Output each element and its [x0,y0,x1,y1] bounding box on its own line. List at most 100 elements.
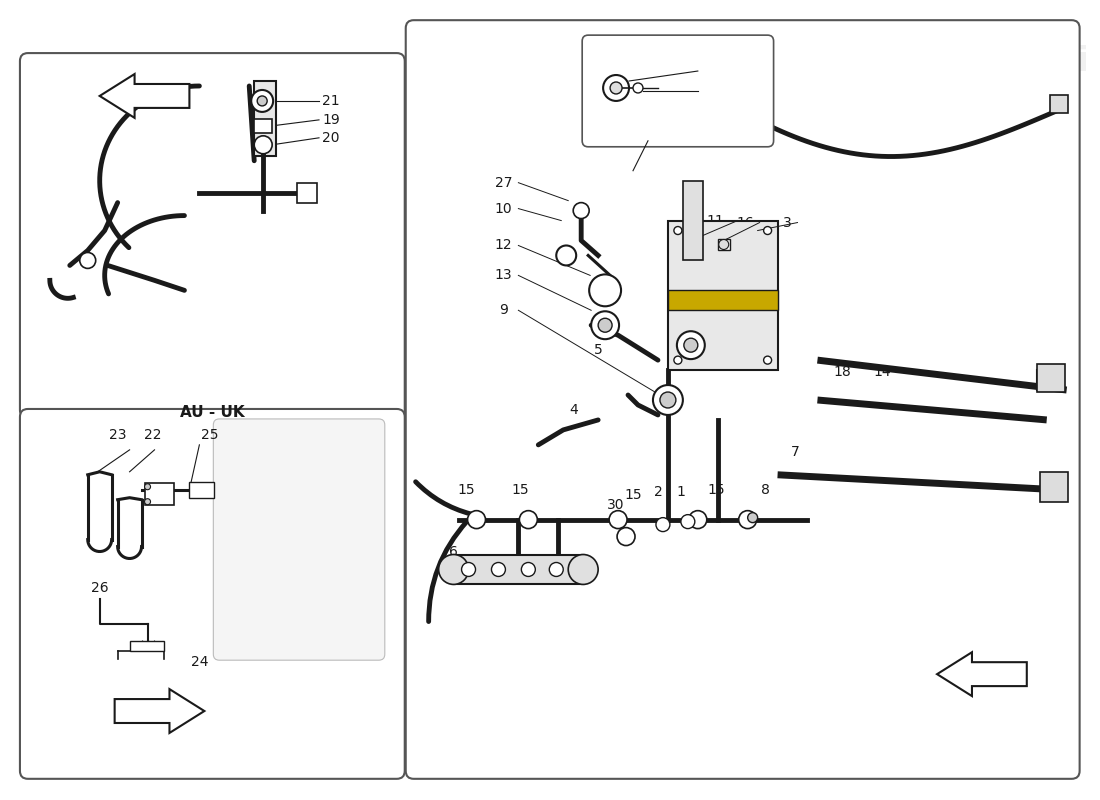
Circle shape [557,246,576,266]
Text: 15: 15 [458,482,475,497]
Text: 2: 2 [653,485,662,498]
Text: 18: 18 [834,365,851,379]
Text: 1: 1 [676,485,685,498]
Circle shape [468,510,485,529]
Polygon shape [114,689,205,733]
Circle shape [439,554,469,585]
Circle shape [656,518,670,531]
Bar [718,238,729,250]
Bar [1040,472,1068,502]
Text: 20: 20 [322,131,340,145]
Text: 14: 14 [873,365,891,379]
Bar [189,482,214,498]
Text: 22: 22 [144,428,162,442]
Circle shape [492,562,505,577]
Text: 16: 16 [737,215,755,230]
FancyBboxPatch shape [227,427,372,553]
FancyBboxPatch shape [231,437,367,493]
Text: 21: 21 [322,94,340,108]
Text: 15: 15 [624,488,641,502]
Text: 25: 25 [200,428,218,442]
Circle shape [257,96,267,106]
Polygon shape [100,74,189,118]
Bar [254,119,272,133]
Text: 10: 10 [495,202,513,215]
Circle shape [653,385,683,415]
Circle shape [748,513,758,522]
Circle shape [519,510,537,529]
FancyBboxPatch shape [213,419,385,660]
Circle shape [254,136,272,154]
Bar [668,221,778,370]
FancyBboxPatch shape [406,20,1079,779]
Text: 7: 7 [791,445,800,459]
Text: 1985: 1985 [695,466,920,593]
FancyBboxPatch shape [582,35,773,146]
FancyBboxPatch shape [231,492,367,547]
Text: 19: 19 [322,113,340,127]
Bar [297,182,317,202]
Circle shape [674,356,682,364]
Circle shape [763,356,771,364]
FancyBboxPatch shape [20,53,405,418]
Circle shape [521,562,536,577]
Text: 15: 15 [512,482,529,497]
Bar [254,81,276,156]
Circle shape [763,226,771,234]
Circle shape [144,498,151,505]
Text: 27: 27 [495,176,513,190]
Circle shape [674,226,682,234]
Circle shape [603,75,629,101]
Bar [1049,95,1068,113]
Text: 9: 9 [499,303,508,318]
Bar [683,181,703,261]
Circle shape [590,274,621,306]
Text: 11: 11 [707,214,725,227]
Circle shape [573,202,590,218]
Circle shape [681,514,695,529]
Circle shape [251,90,273,112]
Circle shape [569,554,598,585]
Bar [144,482,175,505]
Circle shape [718,239,728,250]
Bar [1037,364,1065,392]
Text: 3: 3 [783,215,792,230]
Text: 28: 28 [701,64,718,78]
Text: classi
fes: classi fes [984,46,1089,117]
Bar [130,642,165,651]
Text: 5: 5 [594,343,603,357]
Circle shape [80,253,96,269]
Circle shape [676,331,705,359]
Circle shape [144,484,151,490]
Circle shape [591,311,619,339]
Circle shape [684,338,697,352]
Bar [453,554,583,585]
Text: AU - UK: AU - UK [601,122,666,137]
Circle shape [549,562,563,577]
Text: 24: 24 [190,655,208,669]
FancyBboxPatch shape [20,409,405,779]
Text: 30: 30 [607,498,625,512]
Circle shape [739,510,757,529]
Circle shape [609,510,627,529]
Text: 23: 23 [109,428,126,442]
Text: a passion for cars since 1985: a passion for cars since 1985 [539,433,896,546]
Text: 4: 4 [569,403,578,417]
Text: AU - UK: AU - UK [180,406,244,421]
Text: 26: 26 [91,582,109,595]
Text: 17: 17 [708,338,727,352]
Circle shape [617,528,635,546]
Text: 12: 12 [495,238,513,253]
Text: 8: 8 [761,482,770,497]
Circle shape [598,318,612,332]
Circle shape [462,562,475,577]
Text: 13: 13 [495,268,513,282]
Text: 6: 6 [449,545,458,558]
Circle shape [660,392,675,408]
Circle shape [689,510,707,529]
Polygon shape [937,652,1026,696]
Polygon shape [668,290,778,310]
Circle shape [610,82,623,94]
Text: 15: 15 [707,482,725,497]
Circle shape [632,83,644,93]
